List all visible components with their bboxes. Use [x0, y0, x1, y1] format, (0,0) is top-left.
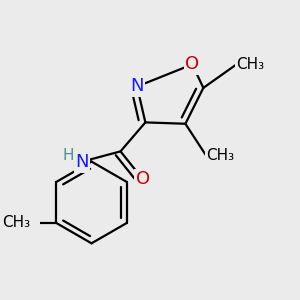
Text: CH₃: CH₃ [2, 215, 30, 230]
Text: H: H [63, 148, 74, 163]
Text: N: N [130, 77, 144, 95]
Text: O: O [185, 56, 200, 74]
Text: N: N [75, 153, 88, 171]
Text: O: O [136, 170, 150, 188]
Text: CH₃: CH₃ [206, 148, 234, 163]
Text: CH₃: CH₃ [236, 57, 265, 72]
